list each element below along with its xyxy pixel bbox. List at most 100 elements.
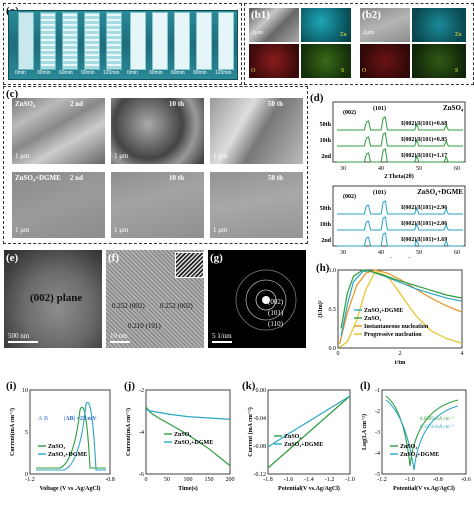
k-legend-1: ZnSO₄ (284, 434, 301, 440)
j-ytick-2: -4 (139, 430, 144, 436)
k-xtick-4: -1.2 (325, 477, 335, 483)
panel-c-label: (c) (6, 88, 19, 100)
k-ytick-2: -0.08 (254, 444, 267, 450)
electrode-right-1 (130, 12, 146, 70)
electrode-right-2 (152, 12, 168, 70)
i-ytick-1: 0 (25, 472, 28, 478)
j-ytick-3: -2 (139, 388, 144, 394)
sem-scale-r2-c1: 1 μm (15, 226, 30, 234)
h-series-4 (340, 269, 463, 329)
j-xtick-2: 50 (164, 477, 170, 483)
xrd-bottom-ratio-1: I(002)/I(101)=2.96 (401, 204, 447, 211)
xrd-top-xtick-2: 40 (378, 166, 384, 172)
j-ylabel: Current(mA cm⁻²) (125, 408, 132, 456)
sem-scale-r1-c3: 1 μm (213, 152, 228, 160)
xrd-top-trace-1 (337, 116, 463, 131)
h-ytick-1: 0.0 (329, 346, 337, 352)
xrd-bottom-peak2: (101) (373, 189, 386, 196)
xrd-bottom-xtick-3: 50 (416, 250, 422, 256)
k-xtick-5: -1.0 (345, 477, 355, 483)
panel-j-label: (j) (124, 380, 135, 392)
l-legend-1: ZnSO₄ (400, 444, 417, 450)
xrd-bottom-xtick-1: 30 (340, 250, 346, 256)
xrd-top-trace-3 (337, 148, 463, 163)
panel-f-inset (175, 252, 204, 278)
sem-r1-c2 (111, 98, 204, 164)
l-xtick-1: -1.2 (377, 477, 387, 483)
time-left-2: 30min (37, 70, 51, 76)
sem-scale-r2-c3: 1 μm (213, 226, 228, 234)
b2-s-map (412, 44, 466, 78)
panel-d-label: (d) (310, 92, 324, 104)
l-xtick-3: -0.8 (433, 477, 443, 483)
panel-i-chart: -1.2 -0.8 0 5 10 Voltage (V vs .Ag/AgCl) Curre… (9, 388, 115, 492)
panel-k-chart: -1.8 -1.6 -1.4 -1.2 -1.0 -0.12 -0.08 -0.04 0.00 P… (247, 388, 355, 492)
xrd-bottom-xtick-4: 60 (454, 250, 460, 256)
h-xtick-3: 4 (461, 351, 464, 357)
j-xtick-4: 150 (205, 477, 214, 483)
panel-h-label: (h) (316, 262, 330, 274)
electrode-left-3 (62, 12, 78, 70)
k-xtick-1: -1.8 (263, 477, 273, 483)
i-ylabel: Current(mA cm⁻²) (9, 408, 16, 456)
k-series-1 (267, 395, 351, 469)
panel-f-d2: 0.252 (002) (160, 302, 193, 310)
sem-row-label-2: ZnSO₄+DGME (15, 174, 61, 182)
i-point-b: B (44, 416, 48, 422)
sem-scale-r1-c2: 1 μm (114, 152, 129, 160)
panel-g-scalebar (212, 341, 232, 343)
electrode-right-5 (218, 12, 234, 70)
h-legend-2: ZnSO₄ (364, 316, 381, 322)
l-xtick-2: -1.0 (405, 477, 415, 483)
saed-ring-2 (245, 279, 287, 321)
l-annotation-1: 0.6509 mA cm⁻² (420, 416, 454, 422)
b1-zn-map (301, 8, 351, 42)
panel-b1-label: (b1) (251, 9, 270, 21)
l-ylabel: Log(I.A cm⁻²) (361, 414, 368, 450)
xrd-top-peak2: (101) (373, 105, 386, 112)
electrode-left-4 (84, 12, 100, 70)
xrd-bottom-trace-2 (337, 216, 463, 231)
j-series-1 (145, 406, 231, 467)
panel-d-chart: ZnSO₄ (002) (101) 50th I(002)/I(101)=0.68 10t… (320, 101, 466, 258)
panel-k-label: (k) (242, 380, 256, 392)
b2-zn-map (412, 8, 466, 42)
b2-o-label: O (362, 68, 367, 74)
xrd-top-xtick-1: 30 (340, 166, 346, 172)
h-xlabel: t/tm (395, 360, 406, 366)
panel-f-d1: 0.252 (002) (112, 302, 145, 310)
panel-l-chart: -1.2 -1.0 -0.8 -0.6 -5 -4 -3 -2 -1 Potential(V vs… (361, 388, 471, 492)
panel-e-scale: 500 nm (8, 332, 30, 340)
l-ytick-5: -1 (375, 388, 380, 394)
b1-zn-label: Zn (340, 32, 347, 38)
xrd-top-xtick-4: 60 (454, 166, 460, 172)
b1-scale: 2μm (252, 30, 263, 36)
i-point-a: A (38, 416, 43, 422)
i-series-1 (36, 406, 106, 469)
b2-zn-label: Zn (455, 32, 462, 38)
sem-r1-c1 (12, 98, 105, 164)
j-xlabel: Time(s) (178, 485, 198, 492)
i-xtick-1: -1.2 (25, 477, 35, 483)
sem-scale-r1-c1: 1 μm (15, 152, 30, 160)
l-legend-2: ZnSO₄+DGME (400, 452, 439, 458)
sem-scale-r2-c2: 1 μm (114, 226, 129, 234)
panel-j-chart: 0 50 100 150 200 -6 -4 -2 Time(s) Current(mA cm⁻²… (125, 388, 235, 492)
xrd-bottom-row-3: 2nd (321, 238, 331, 244)
xrd-top-row-2: 10th (320, 138, 332, 144)
h-xtick-1: 0 (337, 351, 340, 357)
panel-e-plane: (002) plane (30, 292, 83, 304)
j-series-2 (145, 409, 231, 420)
panel-g-saed (208, 250, 306, 348)
sem-cycle-r1-c3: 50 th (268, 100, 283, 108)
sem-cycle-r2-c2: 10 th (169, 174, 184, 182)
sem-r2-c3 (210, 172, 303, 238)
sem-r1-c3 (210, 98, 303, 164)
xrd-top-trace-2 (337, 132, 463, 147)
time-left-5: 120min (103, 70, 120, 76)
i-annotation: |AB| =25 mV (64, 416, 97, 422)
xrd-top-row-1: 50th (320, 122, 332, 128)
xrd-top-ratio-2: I(002)/I(101)=0.85 (401, 136, 447, 143)
k-ylabel: Current (mA cm⁻²) (247, 407, 254, 457)
k-ytick-4: 0.00 (256, 388, 267, 394)
